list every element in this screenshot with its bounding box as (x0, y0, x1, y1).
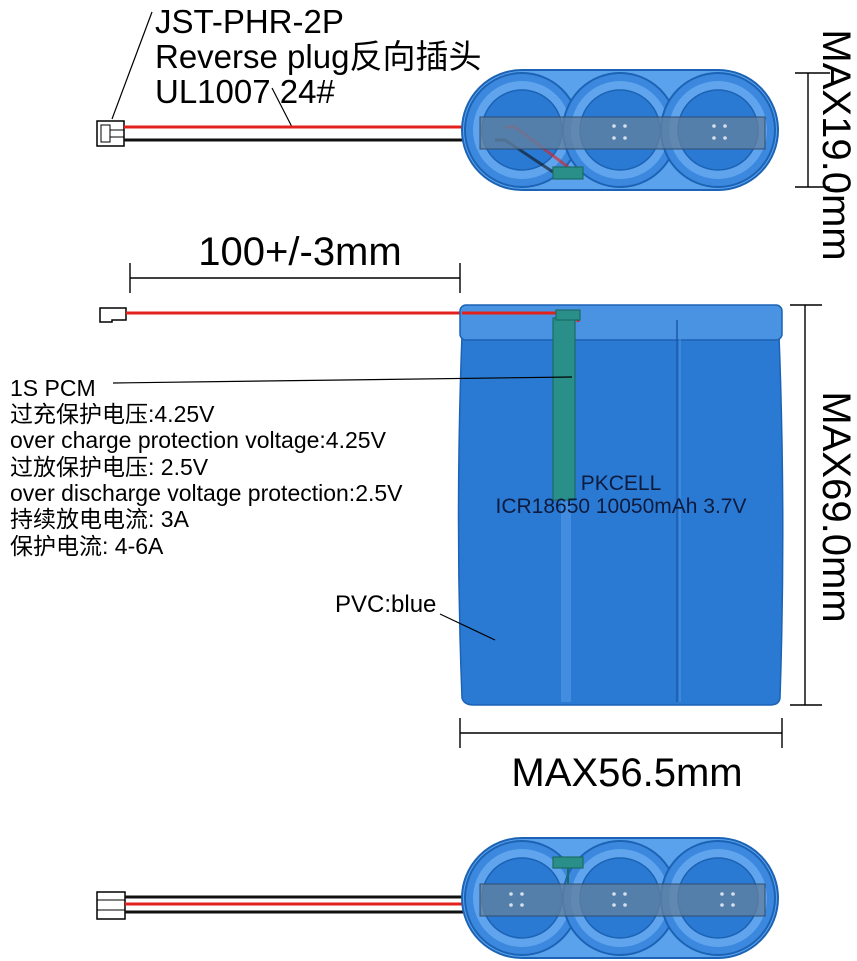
spec-line: over discharge voltage protection:2.5V (10, 480, 403, 506)
spec-line: 保护电流: 4-6A (10, 533, 164, 559)
width-label: MAX56.5mm (511, 751, 742, 795)
thickness-label: MAX19.0mm (814, 29, 857, 260)
connector-leader-line (111, 11, 153, 120)
pack-top-cap (459, 304, 783, 341)
weld-dot (612, 903, 616, 907)
cell-seam (561, 340, 571, 702)
weld-dot (623, 892, 627, 896)
connector-housing (99, 307, 127, 323)
pcm-board-side (552, 317, 576, 501)
weld-dot (612, 892, 616, 896)
wire-spec-label: UL1007 24# (155, 73, 335, 110)
weld-dot (509, 903, 513, 907)
pcm-leader-line (112, 376, 573, 384)
wire-length-dimension: 100+/-3mm (129, 230, 461, 293)
weld-dots (612, 124, 727, 140)
plug-label: Reverse plug反向插头 (155, 38, 481, 75)
height-dimension: MAX69.0mm (790, 304, 857, 706)
bottom-view (96, 837, 779, 959)
pcm-tab (555, 309, 581, 321)
connector-type-label: JST-PHR-2P (155, 3, 344, 40)
connector-slot (100, 124, 111, 143)
weld-dot (509, 892, 513, 896)
thickness-dimension: MAX19.0mm (795, 29, 857, 261)
weld-dot (723, 136, 727, 140)
nickel-strip (479, 116, 766, 150)
top-connector (96, 120, 125, 147)
weld-dot (712, 124, 716, 128)
spec-line: 持续放电电流: 3A (10, 506, 190, 532)
nickel-strip (479, 883, 766, 917)
weld-dot (720, 903, 724, 907)
pcm-specs: 1S PCM 过充保护电压:4.25V over charge protecti… (10, 375, 573, 559)
pvc-label: PVC:blue (335, 591, 436, 618)
weld-dot (723, 124, 727, 128)
side-connector (99, 307, 127, 323)
top-view: JST-PHR-2P Reverse plug反向插头 UL1007 24# (96, 3, 857, 261)
spec-line: 过放保护电压: 2.5V (10, 454, 209, 480)
weld-dot (623, 136, 627, 140)
weld-dot (612, 124, 616, 128)
pack-body (457, 334, 784, 706)
weld-dot (731, 892, 735, 896)
wire-leader-line (271, 87, 293, 128)
weld-dot (520, 903, 524, 907)
weld-dot (712, 136, 716, 140)
weld-dot (520, 892, 524, 896)
weld-dots (509, 892, 735, 907)
height-label: MAX69.0mm (814, 391, 857, 622)
model-label: ICR18650 10050mAh 3.7V (495, 495, 746, 518)
weld-dot (623, 124, 627, 128)
wire-length-label: 100+/-3mm (198, 230, 401, 274)
pcm-board-top (552, 166, 584, 180)
connector-housing (96, 891, 126, 920)
weld-dot (623, 903, 627, 907)
pcm-label: 1S PCM (10, 375, 96, 401)
weld-dot (731, 903, 735, 907)
spec-line: over charge protection voltage:4.25V (10, 427, 387, 453)
pcm-board-bottom (552, 856, 584, 869)
pvc-leader-line (439, 613, 496, 641)
spec-line: 过充保护电压:4.25V (10, 401, 215, 427)
side-view: PKCELL ICR18650 10050mAh 3.7V PVC:blue 1… (10, 304, 857, 795)
width-dimension: MAX56.5mm (459, 718, 783, 795)
weld-dot (612, 136, 616, 140)
bottom-connector (96, 891, 126, 920)
weld-dot (720, 892, 724, 896)
brand-label: PKCELL (581, 472, 662, 495)
